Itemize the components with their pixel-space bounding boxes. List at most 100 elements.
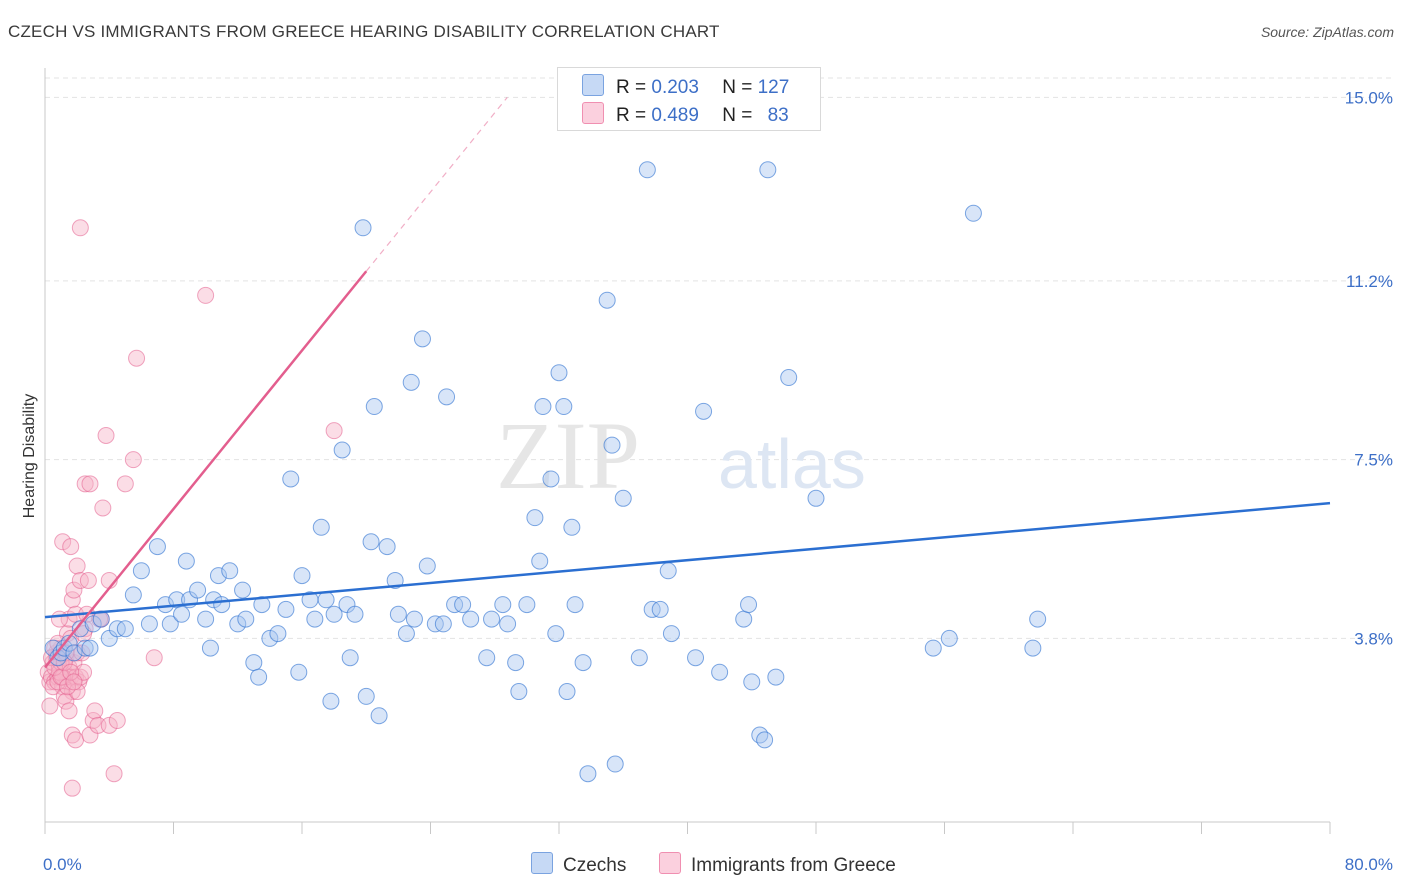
x-tick-label: 0.0% xyxy=(43,855,82,874)
czech-point xyxy=(317,591,335,609)
x-tick-label: 80.0% xyxy=(1345,855,1393,874)
czech-point xyxy=(964,204,982,222)
greece-point xyxy=(62,663,80,681)
czech-point xyxy=(483,610,501,628)
greece-trend-line xyxy=(44,270,368,669)
czech-point xyxy=(76,639,94,657)
czechs-n-value: 127 xyxy=(757,77,790,98)
czech-point xyxy=(293,567,311,585)
czechs-series xyxy=(44,161,1047,783)
czech-point xyxy=(386,571,404,589)
greece-point xyxy=(63,726,81,744)
czech-point xyxy=(325,605,343,623)
czech-point xyxy=(579,765,597,783)
czech-point xyxy=(606,755,624,773)
greece-point xyxy=(197,286,215,304)
czech-point xyxy=(55,639,73,657)
greece-trend-extension xyxy=(365,96,508,272)
czech-point xyxy=(478,649,496,667)
greece-point xyxy=(108,712,126,730)
czechs-legend-swatch xyxy=(531,852,553,874)
czech-point xyxy=(197,610,215,628)
czech-point xyxy=(510,683,528,701)
greece-point xyxy=(97,427,115,445)
axes xyxy=(44,68,1331,834)
czech-point xyxy=(322,692,340,710)
czech-point xyxy=(518,596,536,614)
czech-point xyxy=(940,629,958,647)
czech-point xyxy=(306,610,324,628)
czech-point xyxy=(277,600,295,618)
czech-point xyxy=(354,219,372,237)
trend-lines xyxy=(44,96,1331,669)
greece-point xyxy=(94,499,112,517)
czech-point xyxy=(614,489,632,507)
czech-point xyxy=(132,562,150,580)
source-credit: Source: ZipAtlas.com xyxy=(1260,24,1394,40)
czech-point xyxy=(454,596,472,614)
greece-point xyxy=(50,610,68,628)
greece-point xyxy=(145,649,163,667)
czech-point xyxy=(751,726,769,744)
czech-point xyxy=(221,562,239,580)
czech-point xyxy=(743,673,761,691)
czech-point xyxy=(735,610,753,628)
czechs-swatch xyxy=(582,74,604,96)
greece-point xyxy=(325,422,343,440)
czech-point xyxy=(542,470,560,488)
legend-row-czechs: R = 0.203 N = 127 xyxy=(582,74,789,98)
greece-point xyxy=(62,538,80,556)
bottom-legend-greece: Immigrants from Greece xyxy=(659,852,896,876)
czech-point xyxy=(767,668,785,686)
watermark-atlas: atlas xyxy=(718,425,866,503)
greece-legend-swatch xyxy=(659,852,681,874)
czech-point xyxy=(413,330,431,348)
czech-point xyxy=(346,605,364,623)
greece-point xyxy=(46,658,64,676)
greece-point xyxy=(63,779,81,797)
czech-point xyxy=(566,596,584,614)
greece-point xyxy=(67,731,85,749)
greece-point xyxy=(124,451,142,469)
greece-point xyxy=(52,668,70,686)
bottom-legend-czechs: Czechs xyxy=(531,852,626,876)
czech-point xyxy=(531,552,549,570)
y-tick-label: 3.8% xyxy=(1354,629,1393,648)
czech-point xyxy=(499,615,517,633)
greece-point xyxy=(60,702,78,720)
czech-point xyxy=(370,707,388,725)
stats-legend: R = 0.203 N = 127 R = 0.489 N = 83 xyxy=(557,67,821,131)
czech-point xyxy=(550,364,568,382)
czech-point xyxy=(71,620,89,638)
czech-point xyxy=(434,615,452,633)
czech-point xyxy=(140,615,158,633)
czech-point xyxy=(638,161,656,179)
czech-point xyxy=(494,596,512,614)
czech-point xyxy=(547,625,565,643)
y-tick-label: 11.2% xyxy=(1346,272,1393,291)
watermark: ZIP atlas xyxy=(496,402,866,509)
czech-point xyxy=(418,557,436,575)
czech-point xyxy=(759,161,777,179)
czech-point xyxy=(357,687,375,705)
czech-point xyxy=(659,562,677,580)
greece-r-label: R = xyxy=(616,105,647,126)
czech-point xyxy=(229,615,247,633)
czech-point xyxy=(312,518,330,536)
czech-point xyxy=(402,373,420,391)
czech-point xyxy=(201,639,219,657)
czech-point xyxy=(65,644,83,662)
greece-point xyxy=(68,683,86,701)
greece-n-label: N = xyxy=(722,105,753,126)
czech-point xyxy=(250,668,268,686)
czech-point xyxy=(405,610,423,628)
y-axis-label: Hearing Disability xyxy=(21,394,38,519)
czech-point xyxy=(237,610,255,628)
czech-point xyxy=(161,615,179,633)
czech-point xyxy=(362,533,380,551)
greece-point xyxy=(79,571,97,589)
czech-point xyxy=(84,615,102,633)
greece-point xyxy=(105,765,123,783)
czech-point xyxy=(598,291,616,309)
